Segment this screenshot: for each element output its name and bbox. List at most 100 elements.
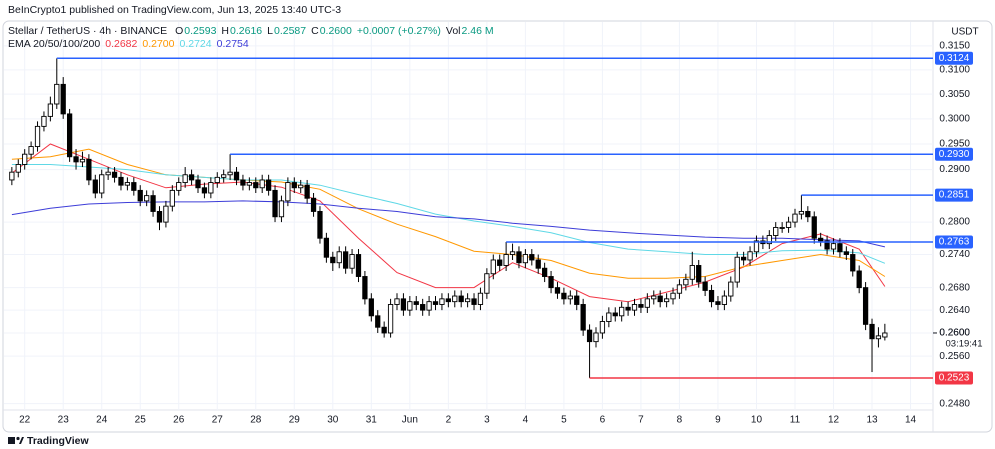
- candle-body: [830, 243, 837, 250]
- candle-body: [811, 216, 817, 239]
- candle-body: [54, 83, 60, 105]
- level-label: 0.3124: [939, 53, 970, 64]
- candle-body: [509, 251, 516, 255]
- ema-legend-value: 0.2700: [142, 38, 174, 50]
- x-tick-label: 24: [96, 415, 108, 426]
- y-tick-label: 0.2950: [939, 139, 970, 150]
- candles: [9, 58, 888, 378]
- candle-body: [452, 295, 458, 303]
- chart-frame: [2, 20, 993, 433]
- candle-body: [343, 251, 349, 269]
- candle-body: [163, 205, 169, 223]
- x-tick-label: Jun: [402, 415, 418, 426]
- candle-body: [824, 240, 830, 250]
- candle-body: [606, 312, 612, 322]
- y-tick-label: 0.2640: [939, 305, 970, 316]
- candle-body: [298, 184, 304, 189]
- candle-body: [773, 227, 779, 236]
- candle-body: [176, 182, 182, 191]
- candle-body: [490, 259, 496, 275]
- candle-body: [182, 174, 188, 184]
- candle-body: [41, 115, 47, 127]
- candle-body: [432, 301, 439, 305]
- y-tick-label: 0.3050: [939, 89, 970, 100]
- candle-body: [73, 156, 79, 163]
- levels: 0.3124 0.2930 0.2851 0.2763 0.2523 0.260003:1…: [56, 51, 983, 385]
- ohlc-value: 0.2616: [230, 25, 262, 37]
- candle-body: [471, 298, 477, 305]
- candle-body: [79, 158, 86, 163]
- candle-body: [882, 332, 888, 338]
- candle-body: [330, 256, 336, 264]
- last-price-label: 0.2600: [939, 328, 970, 339]
- candle-body: [850, 254, 856, 272]
- x-tick-label: 30: [327, 415, 339, 426]
- x-tick-label: 5: [561, 415, 567, 426]
- candle-body: [542, 267, 548, 277]
- candle-body: [445, 298, 451, 303]
- candle-body: [375, 315, 381, 328]
- x-tick-label: 28: [250, 415, 262, 426]
- ohlc-key: Vol: [446, 25, 461, 37]
- countdown: 03:19:41: [946, 338, 983, 349]
- candle-body: [548, 276, 554, 289]
- candle-body: [683, 278, 689, 286]
- candle-body: [253, 182, 259, 189]
- ema-legend: EMA 20/50/100/200 0.2682 0.2700 0.2724 0.275…: [8, 38, 249, 50]
- candle-body: [818, 237, 824, 242]
- candle-body: [272, 189, 278, 218]
- x-tick-label: 10: [751, 415, 763, 426]
- candle-body: [869, 323, 875, 340]
- candle-body: [625, 306, 631, 311]
- candle-body: [214, 176, 220, 184]
- symbol-line: Stellar / TetherUS · 4h · BINANCE O0.2593…: [8, 25, 494, 37]
- ohlc-value: +0.0007 (+0.27%): [357, 25, 441, 37]
- candle-body: [336, 251, 342, 264]
- candle-body: [246, 182, 252, 186]
- axis-unit: USDT: [951, 27, 978, 38]
- level-label: 0.2930: [939, 149, 970, 160]
- candle-body: [201, 187, 208, 194]
- x-tick-label: 7: [638, 415, 644, 426]
- candle-body: [574, 295, 580, 305]
- candle-body: [439, 298, 445, 305]
- axes: 22 23 24 25 26 27 28 29 30 31 Jun 2 3 4 5 6 7 8 9 10 11 12 13 1…: [19, 41, 970, 426]
- candle-body: [856, 270, 862, 289]
- candle-body: [554, 287, 561, 294]
- candle-body: [387, 304, 394, 334]
- x-tick-label: 2: [446, 415, 452, 426]
- candle-body: [663, 298, 670, 303]
- candle-body: [599, 321, 606, 334]
- y-tick-label: 0.2600: [939, 328, 970, 339]
- ema-title: EMA 20/50/100/200: [8, 38, 100, 50]
- candle-body: [291, 182, 297, 189]
- candle-body: [304, 184, 310, 199]
- x-tick-label: 12: [828, 415, 840, 426]
- x-tick-label: 9: [715, 415, 721, 426]
- candle-body: [86, 158, 92, 181]
- candle-body: [522, 254, 529, 264]
- ema-legend-value: 0.2724: [180, 38, 212, 50]
- ema-legend-value: 0.2682: [105, 38, 137, 50]
- candle-body: [644, 298, 650, 308]
- ema-line: [11, 200, 886, 248]
- candle-body: [586, 329, 593, 343]
- candle-body: [721, 295, 728, 305]
- y-tick-label: 0.2900: [939, 164, 970, 175]
- candle-body: [561, 292, 567, 300]
- candle-body: [9, 171, 15, 181]
- candle-body: [66, 113, 73, 158]
- ohlc-value: 0.2600: [320, 25, 352, 37]
- x-tick-label: 25: [135, 415, 147, 426]
- candle-body: [137, 189, 143, 202]
- level-label: 0.2763: [939, 237, 970, 248]
- ohlc-key: C: [311, 25, 319, 37]
- candle-body: [259, 179, 265, 189]
- candle-body: [278, 200, 285, 218]
- candle-body: [792, 213, 798, 223]
- candle-body: [843, 251, 849, 255]
- candle-body: [651, 295, 657, 300]
- candle-body: [105, 171, 111, 176]
- x-tick-label: 22: [19, 415, 31, 426]
